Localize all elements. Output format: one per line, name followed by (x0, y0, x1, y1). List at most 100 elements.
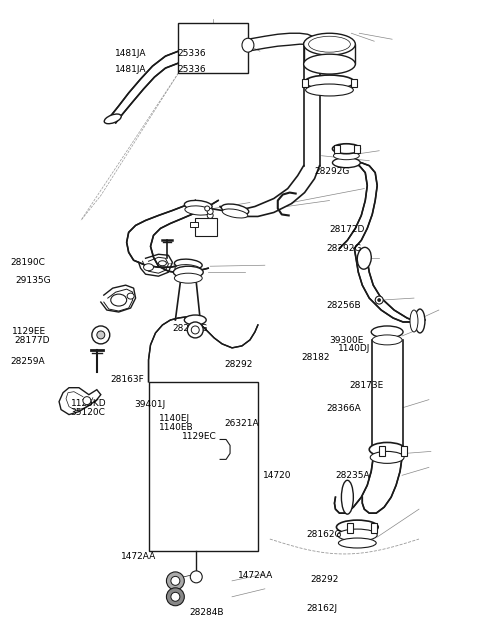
Ellipse shape (242, 38, 254, 52)
Bar (195, 218, 217, 236)
Polygon shape (339, 162, 377, 248)
Ellipse shape (337, 529, 377, 541)
Ellipse shape (306, 84, 353, 96)
Polygon shape (111, 51, 179, 123)
Polygon shape (248, 33, 320, 51)
Ellipse shape (184, 201, 212, 211)
Polygon shape (127, 201, 218, 273)
Ellipse shape (173, 266, 203, 278)
Circle shape (190, 571, 202, 583)
Circle shape (167, 572, 184, 590)
Bar (335, 145, 340, 153)
Text: 1481JA: 1481JA (115, 66, 146, 75)
Bar (354, 145, 360, 153)
Ellipse shape (222, 209, 248, 218)
Text: 39300E: 39300E (330, 336, 364, 345)
Ellipse shape (221, 204, 249, 215)
Circle shape (97, 331, 105, 339)
Ellipse shape (410, 310, 418, 332)
Circle shape (192, 326, 199, 334)
Circle shape (207, 213, 213, 218)
Bar (148, 382, 258, 551)
Ellipse shape (371, 326, 403, 338)
Ellipse shape (158, 261, 167, 266)
Ellipse shape (333, 144, 360, 154)
Ellipse shape (184, 315, 206, 325)
Text: 1125KD: 1125KD (71, 399, 106, 408)
Ellipse shape (174, 273, 202, 283)
Ellipse shape (111, 294, 127, 306)
Text: 28162J: 28162J (307, 605, 338, 613)
Text: 29135G: 29135G (16, 276, 51, 285)
Circle shape (375, 296, 383, 304)
Bar (401, 447, 407, 456)
Text: 25336: 25336 (177, 66, 205, 75)
Text: 28190C: 28190C (10, 258, 45, 267)
Ellipse shape (338, 538, 376, 548)
Ellipse shape (305, 75, 354, 89)
Text: 28292G: 28292G (314, 167, 350, 176)
Bar (351, 79, 357, 87)
Text: 28259A: 28259A (10, 357, 45, 366)
Circle shape (92, 326, 110, 344)
Ellipse shape (304, 33, 355, 55)
Text: 1140DJ: 1140DJ (338, 345, 371, 354)
Text: 28177D: 28177D (15, 336, 50, 345)
Polygon shape (354, 248, 425, 322)
Polygon shape (148, 317, 258, 382)
Ellipse shape (369, 443, 405, 456)
Ellipse shape (370, 452, 404, 463)
Text: 28172D: 28172D (330, 225, 365, 234)
Text: 28173E: 28173E (350, 381, 384, 390)
Circle shape (207, 208, 213, 215)
Text: 1472AA: 1472AA (120, 552, 156, 561)
Text: 35120C: 35120C (71, 408, 106, 417)
Circle shape (378, 299, 381, 301)
Text: 1472AA: 1472AA (238, 571, 273, 580)
Text: 1140EB: 1140EB (159, 423, 193, 432)
Bar (304, 44, 355, 64)
Text: 1481JA: 1481JA (115, 49, 146, 58)
Ellipse shape (174, 259, 202, 269)
Text: 28182: 28182 (301, 353, 330, 362)
Bar (179, 24, 248, 73)
Text: 28256B: 28256B (326, 301, 360, 310)
Ellipse shape (104, 114, 121, 124)
Text: 28292G: 28292G (326, 244, 361, 254)
Text: 28284B: 28284B (189, 608, 224, 617)
Text: 26321A: 26321A (225, 419, 259, 428)
Circle shape (187, 322, 203, 338)
Polygon shape (195, 166, 320, 217)
Polygon shape (59, 388, 101, 415)
Ellipse shape (309, 36, 350, 52)
Text: 14720: 14720 (263, 471, 291, 480)
Bar (371, 523, 377, 533)
Ellipse shape (175, 264, 202, 274)
Bar (301, 79, 308, 87)
Bar (379, 447, 385, 456)
Text: 28366A: 28366A (326, 404, 360, 413)
Text: 28292: 28292 (225, 360, 253, 369)
Ellipse shape (372, 335, 402, 345)
Bar (190, 222, 198, 227)
Text: 28163F: 28163F (110, 375, 144, 384)
Circle shape (167, 588, 184, 606)
Ellipse shape (336, 520, 378, 534)
Circle shape (171, 592, 180, 601)
Bar (348, 523, 353, 533)
Text: 25336: 25336 (177, 49, 205, 58)
Text: 28162G: 28162G (307, 529, 342, 539)
Ellipse shape (341, 480, 353, 514)
Ellipse shape (185, 206, 212, 215)
Text: 28292: 28292 (311, 575, 339, 584)
Ellipse shape (127, 293, 134, 299)
Polygon shape (335, 457, 402, 513)
Text: 1129EC: 1129EC (182, 432, 216, 441)
Circle shape (204, 206, 210, 211)
Ellipse shape (333, 158, 360, 168)
Text: 28292G: 28292G (172, 324, 208, 333)
Circle shape (83, 397, 91, 404)
Ellipse shape (144, 264, 154, 271)
Text: 1129EE: 1129EE (12, 327, 46, 336)
Ellipse shape (357, 247, 371, 269)
